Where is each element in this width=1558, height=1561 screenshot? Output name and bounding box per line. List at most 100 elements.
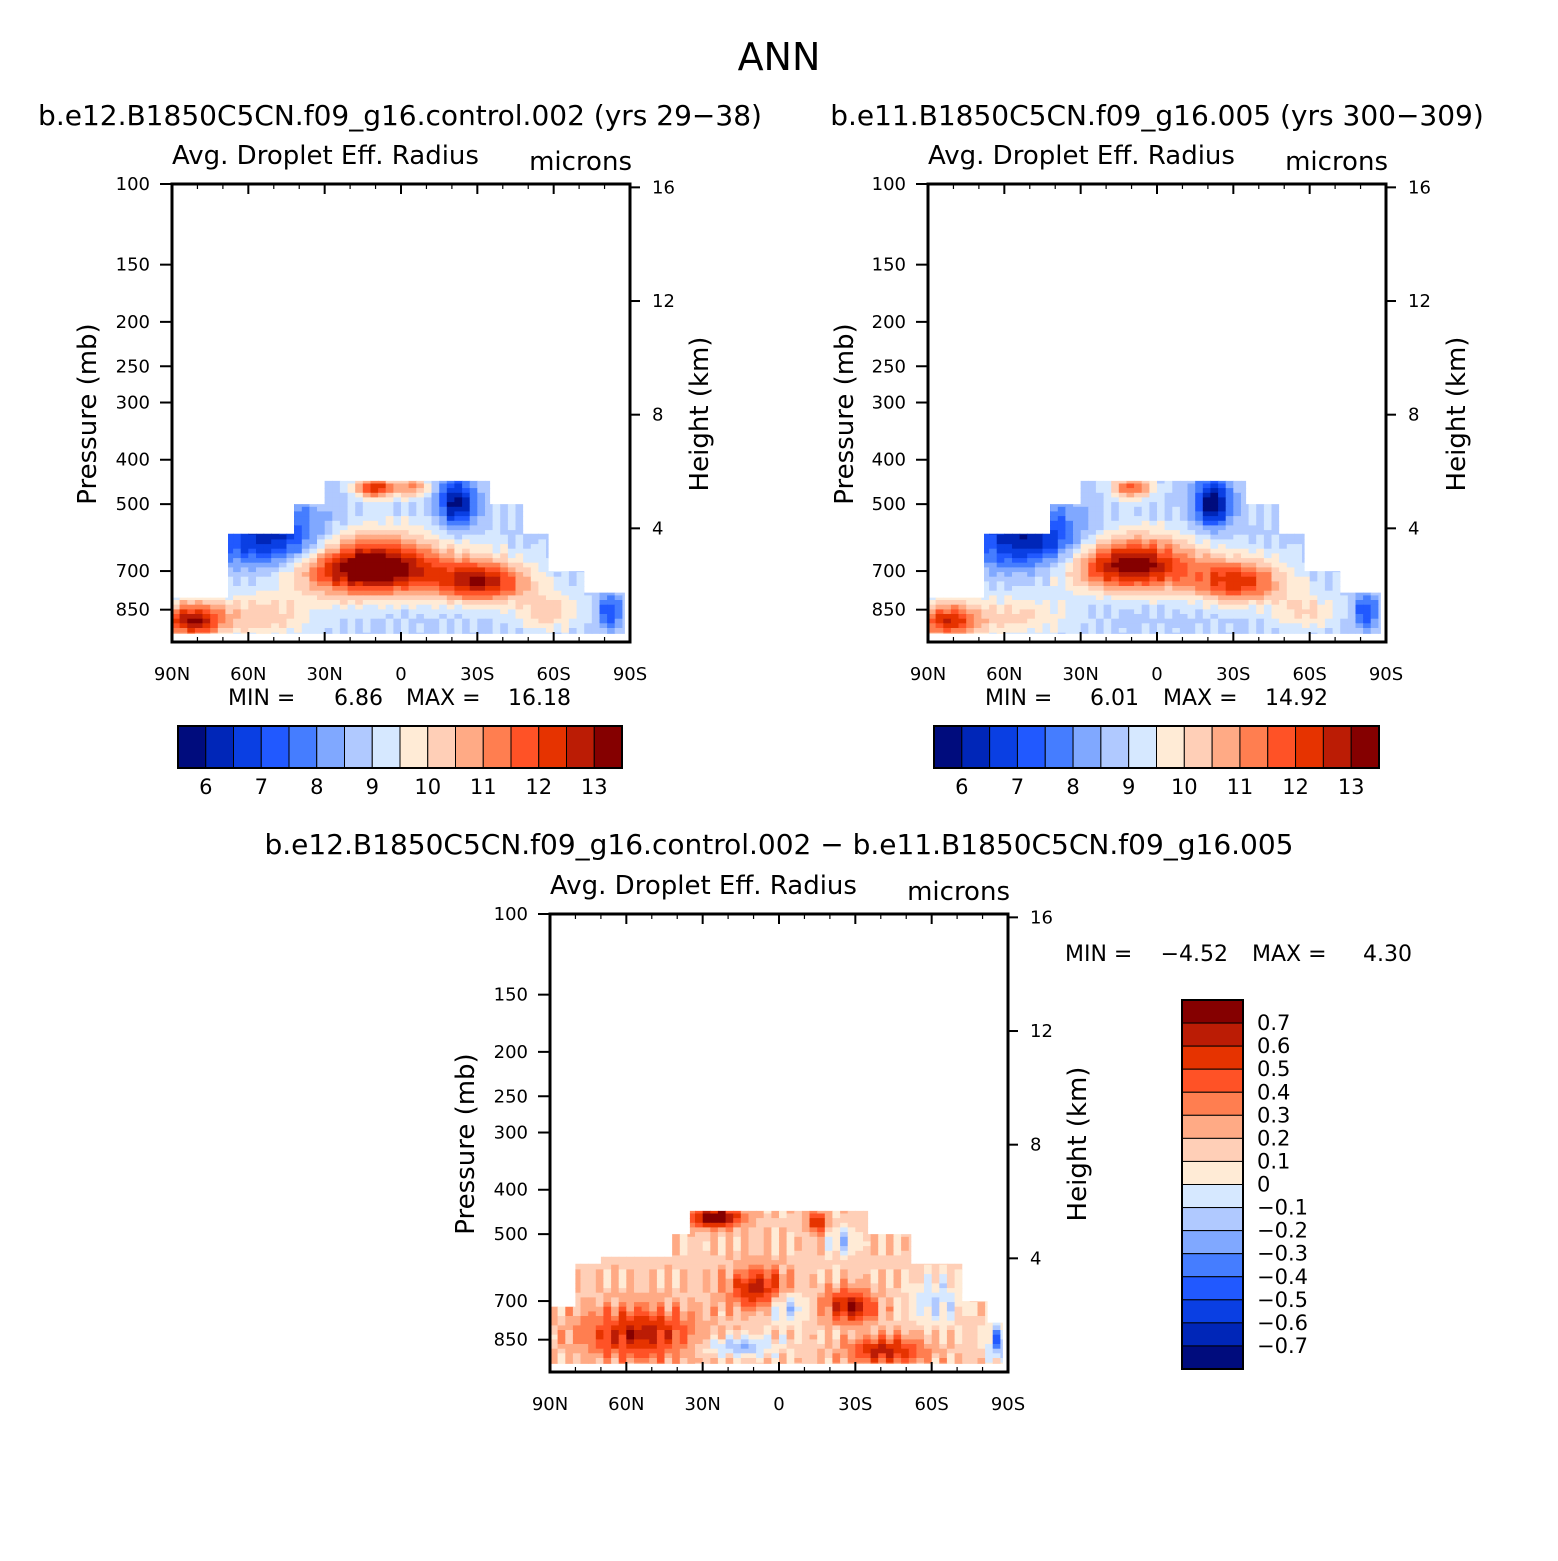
control-y-tick-label: 100 xyxy=(116,174,150,195)
control-field-cell xyxy=(278,618,288,624)
test-field-cell xyxy=(1347,572,1356,578)
difference-field-cell xyxy=(573,1204,581,1209)
control-field-cell xyxy=(576,520,585,527)
test-field-cell xyxy=(1157,511,1166,517)
control-field-cell xyxy=(332,623,341,629)
test-field-cell xyxy=(1080,480,1089,485)
control-field-cell xyxy=(431,558,440,564)
control-field-cell xyxy=(523,502,532,508)
test-field-cell xyxy=(1012,511,1021,517)
test-field-cell xyxy=(1225,502,1234,508)
control-field-cell xyxy=(416,525,425,531)
test-y-tick-label: 400 xyxy=(872,450,906,471)
test-field-cell xyxy=(1073,548,1082,554)
test-field-cell xyxy=(1103,502,1112,508)
test-field-cell xyxy=(1279,539,1288,545)
test-field-cell xyxy=(1279,600,1288,606)
control-field-cell xyxy=(553,483,562,489)
test-field-cell xyxy=(958,553,967,559)
test-field-cell xyxy=(1103,604,1112,610)
test-field-cell xyxy=(1179,623,1189,629)
test-field-cell xyxy=(1034,572,1044,578)
test-field-cell xyxy=(1355,544,1364,550)
control-field-cell xyxy=(355,480,364,485)
difference-field-cell xyxy=(969,1218,978,1224)
test-field-cell xyxy=(1172,511,1181,517)
control-field-cell xyxy=(607,562,616,568)
control-field-cell xyxy=(401,567,410,573)
control-field-cell xyxy=(286,502,295,508)
control-field-cell xyxy=(264,474,272,479)
test-field-cell xyxy=(973,618,982,624)
control-field-cell xyxy=(309,497,318,503)
test-field-cell xyxy=(1210,511,1219,517)
control-field-cell xyxy=(500,567,509,573)
test-field-cell xyxy=(1241,553,1250,559)
panel-control-min-value: 6.86 xyxy=(334,686,383,711)
control-field-cell xyxy=(371,474,379,479)
difference-field-cell xyxy=(641,1236,650,1243)
control-field-cell xyxy=(355,595,364,601)
test-colorbar-label: 12 xyxy=(1282,775,1309,799)
test-field-cell xyxy=(1241,600,1250,606)
test-field-cell xyxy=(1134,492,1143,499)
difference-field-cell xyxy=(924,1218,933,1224)
control-field-cell xyxy=(347,609,356,615)
control-field-cell xyxy=(256,609,265,615)
test-field-cell xyxy=(1210,623,1219,629)
test-field-cell xyxy=(1134,590,1143,596)
control-field-cell xyxy=(401,474,409,479)
control-field-cell xyxy=(530,511,539,517)
test-field-cell xyxy=(1073,534,1082,540)
difference-field-cell xyxy=(771,1218,780,1224)
difference-field-cell xyxy=(779,1232,788,1238)
test-field-cell xyxy=(1355,520,1364,527)
control-field-cell xyxy=(561,506,570,513)
test-field-cell xyxy=(1363,511,1372,517)
test-field-cell xyxy=(1164,572,1173,578)
test-field-cell xyxy=(1027,632,1036,634)
test-field-cell xyxy=(1050,502,1059,508)
control-field-cell xyxy=(278,590,288,596)
control-field-cell xyxy=(431,488,440,494)
test-field-cell xyxy=(1195,548,1204,554)
test-field-cell xyxy=(1195,628,1204,634)
difference-field-cell xyxy=(817,1204,825,1209)
test-field-cell xyxy=(1134,623,1143,629)
control-field-cell xyxy=(500,492,509,499)
control-field-cell xyxy=(561,548,570,554)
difference-field-cell xyxy=(931,1213,940,1219)
test-field-cell xyxy=(1034,544,1044,550)
test-field-cell xyxy=(1347,539,1356,545)
difference-field-cell xyxy=(572,1222,582,1229)
control-field-cell xyxy=(217,520,226,527)
control-field-cell xyxy=(454,572,463,578)
control-field-cell xyxy=(423,525,433,531)
test-field-cell xyxy=(966,483,975,489)
control-field-cell xyxy=(439,553,448,559)
difference-field-cell xyxy=(931,1210,940,1215)
test-field-cell xyxy=(1271,488,1280,494)
test-field-cell xyxy=(943,623,952,629)
control-field-cell xyxy=(607,572,616,578)
difference-field-cell xyxy=(878,1210,887,1215)
control-field-cell xyxy=(546,558,555,564)
control-field-cell xyxy=(393,600,402,606)
test-field-cell xyxy=(1027,604,1036,610)
control-field-cell xyxy=(217,600,226,606)
control-field-cell xyxy=(256,590,265,596)
control-field-cell xyxy=(507,567,517,573)
test-field-cell xyxy=(1149,488,1158,494)
test-field-cell xyxy=(1218,525,1227,531)
test-field-cell xyxy=(1210,572,1219,578)
test-field-cell xyxy=(1050,632,1059,634)
test-field-cell xyxy=(1363,502,1372,508)
test-field-cell xyxy=(1103,497,1112,503)
control-field-cell xyxy=(446,548,455,554)
control-field-cell xyxy=(355,511,364,517)
test-field-cell xyxy=(950,539,960,545)
difference-field-cell xyxy=(939,1210,948,1215)
test-field-cell xyxy=(943,534,952,540)
control-field-cell xyxy=(553,488,562,494)
control-field-cell xyxy=(294,623,303,629)
